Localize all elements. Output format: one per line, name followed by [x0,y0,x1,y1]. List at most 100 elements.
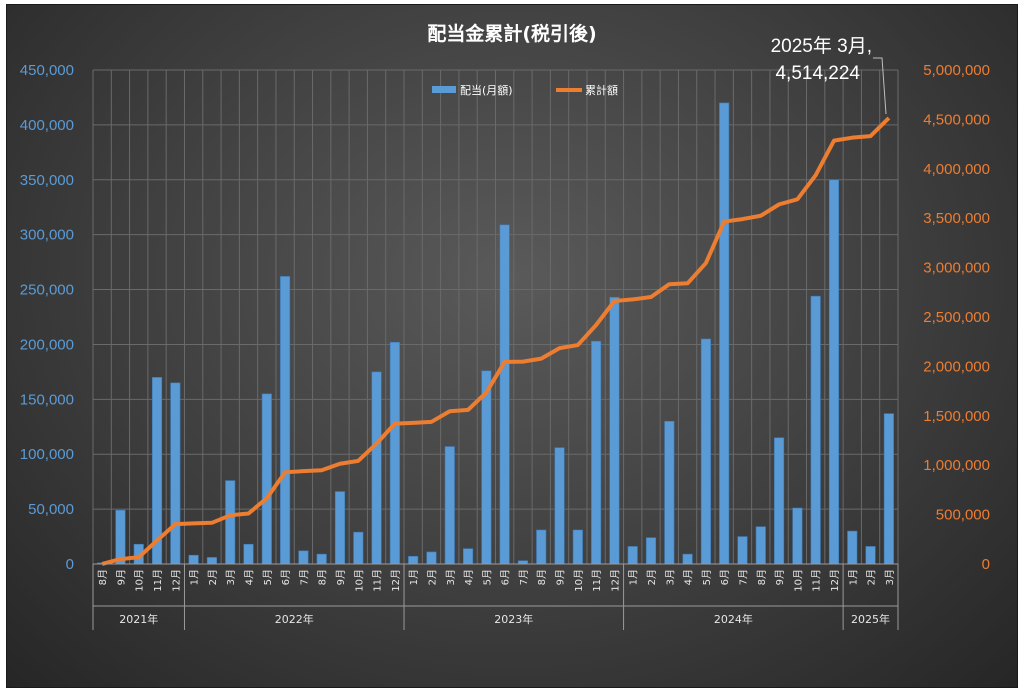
left-axis-tick: 300,000 [20,227,74,244]
annotation: 2025年 3月, 4,514,224 [771,35,887,115]
month-tick: 5月 [701,569,713,585]
month-tick: 7月 [737,569,749,585]
bar [682,553,693,565]
bar [536,529,547,565]
month-tick: 2月 [426,569,438,585]
bar [755,526,766,565]
bar [828,179,840,565]
month-tick: 9月 [555,569,567,585]
left-axis-tick: 200,000 [20,336,74,353]
month-tick: 11月 [152,569,164,592]
year-tick: 2025年 [851,612,890,626]
legend-bar-swatch [432,86,456,93]
chart-title: 配当金累計(税引後) [427,22,596,45]
month-tick: 2月 [646,569,658,585]
bar [847,530,858,565]
right-axis-tick: 500,000 [936,507,990,524]
annotation-line2: 4,514,224 [775,63,860,84]
bar [700,338,711,565]
bar [280,276,291,565]
month-tick: 8月 [536,569,548,585]
month-tick: 4月 [463,569,475,585]
axes: 0 50,000 100,000 150,000 200,000 250,000 300,0… [20,62,990,630]
bar [206,557,217,565]
month-tick: 10月 [792,569,804,592]
month-tick: 3月 [445,569,457,585]
right-axis-tick: 3,500,000 [923,210,990,227]
month-tick: 8月 [317,569,329,585]
bar [371,371,382,565]
right-axis-tick: 0 [982,556,990,573]
left-axis-tick: 50,000 [28,501,74,518]
month-tick: 2月 [207,569,219,585]
legend-bar-label: 配当(月額) [460,83,513,97]
bar [225,480,236,565]
left-axis-tick: 400,000 [20,117,74,134]
bar [481,370,492,565]
bar [334,491,346,565]
right-axis-tick: 3,000,000 [923,260,990,277]
year-tick: 2022年 [275,612,314,626]
month-tick: 10月 [134,569,146,592]
month-tick: 12月 [829,569,841,592]
right-axis-tick: 1,000,000 [923,457,990,474]
month-tick: 5月 [262,569,274,585]
bar [737,536,748,565]
month-tick: 6月 [500,569,512,585]
bar-series [97,102,894,565]
bar [426,551,437,565]
bar [188,554,199,565]
year-tick: 2023年 [494,612,533,626]
bar [883,413,894,565]
month-tick: 12月 [609,569,621,592]
bar [115,509,126,565]
bar [627,546,638,565]
bar [774,437,785,565]
month-tick: 10月 [353,569,365,592]
year-tick: 2024年 [714,612,753,626]
month-tick: 7月 [518,569,530,585]
month-tick: 1月 [628,569,640,585]
month-tick: 10月 [573,569,585,592]
month-tick: 5月 [481,569,493,585]
bar [261,393,272,565]
left-axis-tick: 450,000 [20,62,74,79]
right-axis-tick: 2,000,000 [923,358,990,375]
month-tick: 9月 [774,569,786,585]
legend: 配当(月額) 累計額 [432,83,618,97]
month-tick: 4月 [244,569,256,585]
right-axis-tick: 2,500,000 [923,309,990,326]
month-tick: 11月 [811,569,823,592]
month-tick: 11月 [372,569,384,592]
bar [554,447,565,565]
bar [243,543,254,565]
month-tick: 4月 [683,569,695,585]
month-tick: 6月 [719,569,731,585]
bar [316,553,327,565]
month-tick: 3月 [884,569,896,585]
left-axis-tick: 100,000 [20,446,74,463]
bar [865,546,876,565]
left-axis-tick: 350,000 [20,172,74,189]
cumulative-line [101,116,891,566]
month-tick: 9月 [335,569,347,585]
month-tick: 12月 [390,569,402,592]
month-tick: 3月 [225,569,237,585]
left-axis-tick: 0 [66,556,74,573]
right-axis-tick: 5,000,000 [923,62,990,79]
left-axis-tick: 250,000 [20,282,74,299]
month-tick: 6月 [280,569,292,585]
right-axis-tick: 1,500,000 [923,408,990,425]
month-tick: 2月 [866,569,878,585]
month-tick: 8月 [97,569,109,585]
line-series [101,116,891,566]
bar [444,446,455,565]
month-tick: 7月 [298,569,310,585]
annotation-leader-line [873,57,887,115]
bar [645,537,657,565]
month-tick: 3月 [664,569,676,585]
chart-frame [6,4,1018,688]
year-tick: 2021年 [119,612,158,626]
month-tick: 1月 [189,569,201,585]
